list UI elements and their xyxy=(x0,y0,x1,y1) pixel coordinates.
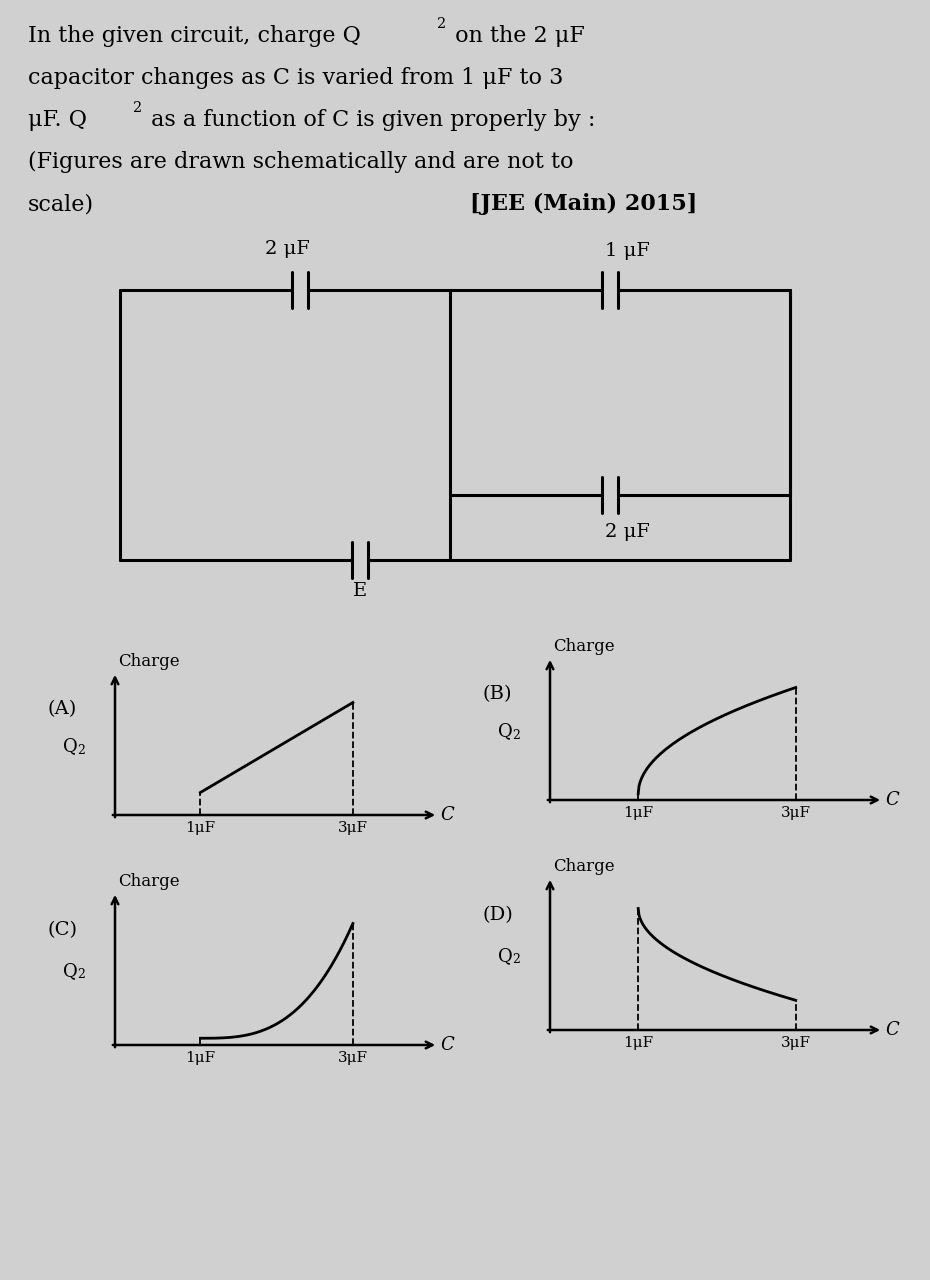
Text: on the 2 μF: on the 2 μF xyxy=(448,26,585,47)
Text: (C): (C) xyxy=(47,922,77,940)
Text: 3μF: 3μF xyxy=(780,1036,811,1050)
Text: (D): (D) xyxy=(482,906,512,924)
Text: Q: Q xyxy=(63,961,78,979)
Text: 1 μF: 1 μF xyxy=(605,242,650,260)
Text: 2: 2 xyxy=(512,728,520,741)
Text: 2: 2 xyxy=(512,954,520,966)
Text: (A): (A) xyxy=(47,700,76,718)
Text: 1μF: 1μF xyxy=(185,820,216,835)
Text: 3μF: 3μF xyxy=(338,1051,368,1065)
Text: (B): (B) xyxy=(482,685,512,703)
Text: Charge: Charge xyxy=(553,858,615,876)
Text: [JEE (Main) 2015]: [JEE (Main) 2015] xyxy=(470,193,698,215)
Text: μF. Q: μF. Q xyxy=(28,109,87,131)
Text: 2 μF: 2 μF xyxy=(605,524,650,541)
Text: C: C xyxy=(885,1021,898,1039)
Text: Charge: Charge xyxy=(118,873,179,890)
Text: C: C xyxy=(440,1036,454,1053)
Text: Charge: Charge xyxy=(118,653,179,669)
Text: (Figures are drawn schematically and are not to: (Figures are drawn schematically and are… xyxy=(28,151,574,173)
Text: Charge: Charge xyxy=(553,637,615,655)
Text: 1μF: 1μF xyxy=(185,1051,216,1065)
Text: 2 μF: 2 μF xyxy=(265,241,310,259)
Text: 3μF: 3μF xyxy=(780,806,811,820)
Text: Q: Q xyxy=(498,947,512,965)
Text: scale): scale) xyxy=(28,193,94,215)
Text: Q: Q xyxy=(498,722,512,740)
Text: 2: 2 xyxy=(77,744,85,756)
Text: capacitor changes as C is varied from 1 μF to 3: capacitor changes as C is varied from 1 … xyxy=(28,67,564,90)
Text: In the given circuit, charge Q: In the given circuit, charge Q xyxy=(28,26,361,47)
Text: C: C xyxy=(440,806,454,824)
Text: 2: 2 xyxy=(133,101,142,115)
Text: 2: 2 xyxy=(437,17,446,31)
Text: 1μF: 1μF xyxy=(623,806,653,820)
Text: 2: 2 xyxy=(77,968,85,982)
Text: Q: Q xyxy=(63,737,78,755)
Text: E: E xyxy=(353,582,367,600)
Text: 1μF: 1μF xyxy=(623,1036,653,1050)
Text: C: C xyxy=(885,791,898,809)
Text: as a function of C is given properly by :: as a function of C is given properly by … xyxy=(144,109,595,131)
Text: 3μF: 3μF xyxy=(338,820,368,835)
